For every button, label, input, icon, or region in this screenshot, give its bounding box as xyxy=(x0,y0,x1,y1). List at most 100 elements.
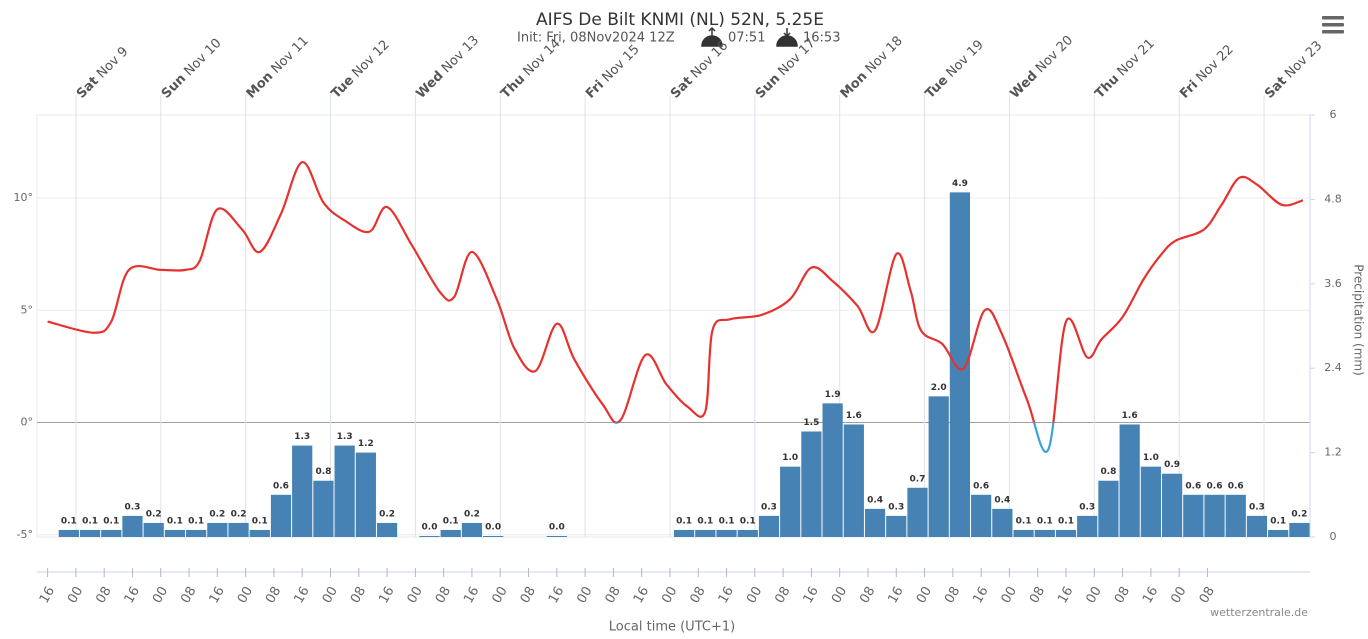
data-label: 1.0 xyxy=(1143,453,1159,463)
temperature-line xyxy=(47,161,1304,423)
data-label: 0.2 xyxy=(146,509,162,519)
bar xyxy=(780,466,801,537)
x-tick-label: 00 xyxy=(744,584,765,606)
bar xyxy=(1289,522,1310,537)
bar xyxy=(1077,515,1098,537)
data-label: 0.2 xyxy=(379,509,395,519)
x-tick-label: 08 xyxy=(433,584,454,606)
bar xyxy=(461,522,483,537)
x-tick-label: 08 xyxy=(1197,584,1218,606)
data-label: 0.1 xyxy=(252,516,268,526)
bar xyxy=(1183,494,1204,537)
x-tick-label: 08 xyxy=(687,584,708,606)
x-tick-label: 16 xyxy=(207,584,228,606)
bar xyxy=(186,529,207,537)
data-label: 0.0 xyxy=(485,523,501,533)
bar xyxy=(355,452,376,537)
data-label: 0.1 xyxy=(1037,516,1053,526)
data-label: 0.9 xyxy=(1164,460,1180,470)
data-label: 0.1 xyxy=(443,516,459,526)
bar xyxy=(737,529,758,537)
bar xyxy=(1013,529,1034,537)
data-label: 0.1 xyxy=(1058,516,1074,526)
data-label: 0.8 xyxy=(1100,467,1116,477)
x-tick-label: 16 xyxy=(801,584,822,606)
bar xyxy=(546,536,567,537)
data-label: 0.1 xyxy=(82,516,98,526)
x-tick-label: 16 xyxy=(1055,584,1076,606)
bar xyxy=(907,487,928,537)
y2-tick-label: 1.2 xyxy=(1324,446,1342,459)
x-tick-label: 00 xyxy=(235,584,256,606)
x-tick-label: 16 xyxy=(546,584,567,606)
y-tick-label: 10° xyxy=(14,191,34,204)
bar xyxy=(270,494,292,537)
bar xyxy=(758,515,780,537)
y2-tick-label: 6 xyxy=(1330,108,1337,121)
bar xyxy=(1246,515,1268,537)
data-label: 0.2 xyxy=(209,509,225,519)
data-label: 0.7 xyxy=(910,474,926,484)
x-tick-label: 08 xyxy=(518,584,539,606)
bar xyxy=(79,529,101,537)
bar xyxy=(228,522,249,537)
bar xyxy=(143,522,164,537)
x-tick-label: 00 xyxy=(65,584,86,606)
data-label: 1.3 xyxy=(294,432,310,442)
x-tick-label: 16 xyxy=(886,584,907,606)
sunrise-icon xyxy=(701,26,723,47)
x-axis-label: Local time (UTC+1) xyxy=(609,620,735,635)
y2-tick-label: 0 xyxy=(1330,530,1337,543)
bar xyxy=(122,515,143,537)
data-label: 0.2 xyxy=(1291,509,1307,519)
data-label: 1.0 xyxy=(782,453,798,463)
x-tick-label: 16 xyxy=(1140,584,1161,606)
chart-title: AIFS De Bilt KNMI (NL) 52N, 5.25E xyxy=(536,10,824,30)
data-label: 0.1 xyxy=(676,516,692,526)
x-tick-label: 16 xyxy=(716,584,737,606)
x-tick-label: 16 xyxy=(631,584,652,606)
x-tick-label: 16 xyxy=(37,584,58,606)
sunset-icon xyxy=(776,28,798,47)
bar xyxy=(58,529,79,537)
bar xyxy=(1055,529,1077,537)
bar xyxy=(419,536,440,537)
sunset-time: 16:53 xyxy=(803,31,840,46)
x-tick-label: 00 xyxy=(659,584,680,606)
data-label: 0.3 xyxy=(124,502,140,512)
bar xyxy=(1098,480,1119,537)
bar xyxy=(483,536,504,537)
data-label: 0.2 xyxy=(231,509,247,519)
y2-tick-label: 4.8 xyxy=(1324,192,1342,205)
x-tick-label: 16 xyxy=(291,584,312,606)
data-label: 0.3 xyxy=(888,502,904,512)
bar xyxy=(334,445,355,537)
bar xyxy=(1268,529,1289,537)
x-tick-label: 00 xyxy=(1084,584,1105,606)
x-tick-label: 08 xyxy=(1112,584,1133,606)
data-label: 4.9 xyxy=(952,179,968,189)
x-tick-label: 00 xyxy=(914,584,935,606)
footer-credit: wetterzentrale.de xyxy=(1210,606,1308,619)
bar xyxy=(864,508,886,537)
data-label: 0.1 xyxy=(1016,516,1032,526)
data-label: 0.1 xyxy=(167,516,183,526)
bar xyxy=(1119,424,1140,537)
bar xyxy=(101,529,122,537)
x-tick-label: 08 xyxy=(178,584,199,606)
y-tick-label: 5° xyxy=(21,303,34,316)
x-tick-label: 00 xyxy=(829,584,850,606)
x-tick-label: 08 xyxy=(857,584,878,606)
x-tick-label: 08 xyxy=(603,584,624,606)
data-label: 0.6 xyxy=(1185,481,1201,491)
bar xyxy=(843,424,864,537)
data-label: 1.6 xyxy=(846,411,862,421)
data-label: 1.3 xyxy=(337,432,353,442)
bar xyxy=(674,529,695,537)
data-label: 0.1 xyxy=(740,516,756,526)
x-tick-label: 08 xyxy=(348,584,369,606)
x-tick-label: 08 xyxy=(942,584,963,606)
data-label: 0.1 xyxy=(697,516,713,526)
data-label: 0.1 xyxy=(719,516,735,526)
menu-button[interactable] xyxy=(1322,16,1344,34)
